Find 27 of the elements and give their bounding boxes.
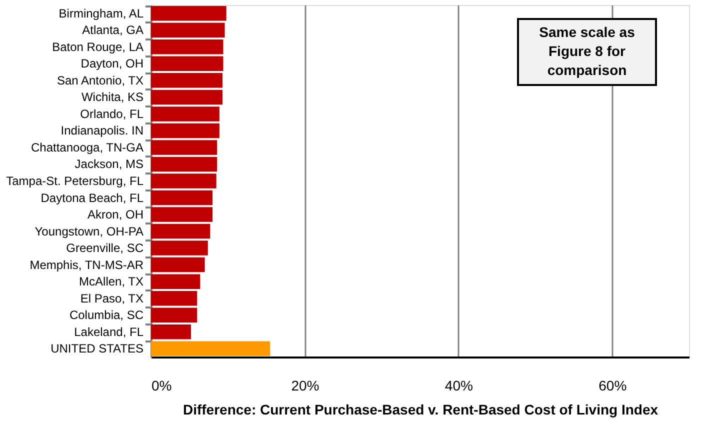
x-tick-label: 60% bbox=[598, 378, 627, 394]
y-tick-label: UNITED STATES bbox=[50, 342, 144, 356]
y-tick-label: Wichita, KS bbox=[81, 90, 144, 104]
y-tick-label: Jackson, MS bbox=[74, 157, 144, 172]
y-tick-label: Columbia, SC bbox=[69, 308, 144, 322]
x-tick-label: 40% bbox=[444, 378, 473, 394]
y-tick-label: Youngstown, OH-PA bbox=[34, 224, 144, 238]
y-tick-label: Atlanta, GA bbox=[82, 23, 144, 38]
y-tick-label: Greenville, SC bbox=[66, 241, 144, 256]
y-tick-label: Baton Rouge, LA bbox=[52, 40, 144, 54]
y-tick-label: Orlando, FL bbox=[80, 106, 144, 121]
x-axis-title: Difference: Current Purchase-Based v. Rent-Based Cost of Living Index bbox=[182, 402, 658, 418]
x-tick-label: 0% bbox=[152, 378, 172, 394]
y-tick-label: Indianapolis. IN bbox=[60, 124, 144, 138]
y-tick-label: Dayton, OH bbox=[80, 56, 144, 71]
y-tick-label: San Antonio, TX bbox=[56, 73, 144, 88]
y-tick-label: Memphis, TN-MS-AR bbox=[30, 258, 144, 272]
y-tick-label: Tampa-St. Petersburg, FL bbox=[6, 174, 144, 188]
x-tick-label: 20% bbox=[291, 378, 320, 394]
y-tick-label: Lakeland, FL bbox=[74, 324, 144, 339]
y-tick-label: Chattanooga, TN-GA bbox=[30, 140, 144, 154]
y-tick-label: Daytona Beach, FL bbox=[40, 190, 144, 205]
y-tick-label: McAllen, TX bbox=[79, 274, 144, 289]
annotation: Same scale as Figure 8 for comparison bbox=[539, 24, 636, 78]
y-tick-label: El Paso, TX bbox=[80, 291, 144, 306]
y-tick-label: Birmingham, AL bbox=[58, 6, 144, 20]
y-tick-label: Akron, OH bbox=[87, 208, 144, 222]
